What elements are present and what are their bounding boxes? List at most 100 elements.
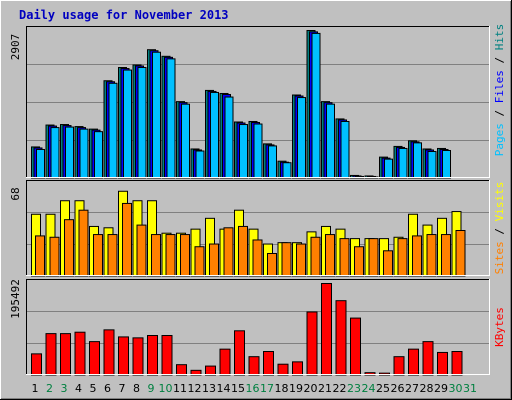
x-tick-day-27: 27 [405,382,419,395]
bar-kbytes-day-28 [422,341,434,376]
bar-pages-day-26 [398,147,408,179]
x-tick-day-24: 24 [362,382,376,395]
x-tick-day-28: 28 [420,382,434,395]
y-max-label: 68 [9,187,22,200]
bar-pages-day-15 [239,124,248,179]
bar-pages-day-6 [108,82,118,179]
bar-sites-day-24 [368,238,379,277]
bar-pages-day-17 [268,145,277,179]
bar-kbytes-day-17 [263,350,274,376]
bar-sites-day-17 [267,253,277,277]
x-tick-day-20: 20 [304,382,318,395]
x-tick-day-3: 3 [61,382,68,395]
x-tick-day-14: 14 [217,382,231,395]
legend-entry: / [493,221,506,241]
bar-sites-day-21 [325,234,335,277]
bar-sites-day-10 [165,234,176,277]
bar-kbytes-day-29 [437,351,448,376]
legend-entry: Pages [493,123,506,156]
bar-pages-day-28 [427,151,437,179]
bar-kbytes-day-14 [219,348,231,376]
bar-sites-day-16 [252,239,263,277]
bar-sites-day-9 [151,234,161,277]
bar-pages-day-19 [297,97,306,179]
x-tick-day-17: 17 [260,382,274,395]
bar-sites-day-12 [194,246,205,277]
x-tick-day-16: 16 [246,382,260,395]
bar-kbytes-day-9 [147,334,158,376]
bar-sites-day-20 [310,236,321,277]
bar-kbytes-day-20 [306,311,318,376]
bar-kbytes-day-10 [161,334,173,376]
bar-kbytes-day-13 [205,365,216,376]
x-tick-day-4: 4 [75,382,82,395]
bar-sites-day-18 [281,242,292,277]
x-tick-day-26: 26 [391,382,405,395]
chart-panel-2: 68 Sites / Visits [9,180,506,277]
bar-sites-day-13 [209,243,219,277]
y-max-label: 195492 [9,279,22,319]
bar-kbytes-day-3 [60,333,71,376]
bar-pages-day-27 [413,142,422,179]
x-tick-day-29: 29 [434,382,448,395]
x-tick-day-31: 31 [463,382,477,395]
bar-pages-day-8 [137,67,147,179]
panel-legend: Sites / Visits [493,182,506,275]
bar-kbytes-day-7 [118,336,129,376]
x-tick-day-12: 12 [188,382,202,395]
bar-sites-day-26 [397,238,408,277]
bar-pages-day-20 [311,32,321,179]
bar-sites-day-30 [455,230,466,277]
x-tick-day-15: 15 [231,382,245,395]
bar-sites-day-5 [93,234,103,277]
bar-sites-day-6 [107,234,118,277]
bar-pages-day-2 [50,127,60,179]
bar-sites-day-1 [35,235,45,277]
bar-kbytes-day-16 [248,356,260,376]
x-tick-day-19: 19 [289,382,303,395]
bar-kbytes-day-22 [335,300,347,376]
bar-sites-day-15 [238,225,248,277]
bar-pages-day-29 [442,149,451,179]
bar-sites-day-25 [383,250,393,277]
x-tick-day-7: 7 [119,382,126,395]
chart-title: Daily usage for November 2013 [19,8,229,22]
legend-entry: / [493,103,506,123]
bar-kbytes-day-4 [74,331,86,376]
bar-sites-day-19 [296,243,306,277]
x-tick-day-2: 2 [46,382,53,395]
bar-kbytes-day-6 [103,329,115,376]
legend-entry: KBytes [493,307,506,347]
bar-kbytes-day-30 [451,350,463,376]
chart-panel-3: 195492 KBytes [9,279,506,376]
x-tick-day-5: 5 [90,382,97,395]
bar-sites-day-11 [180,234,190,277]
bar-pages-day-22 [340,120,350,179]
x-tick-day-1: 1 [32,382,39,395]
bar-pages-day-14 [224,96,234,179]
chart-panels: 2907 Pages / Files / Hits 68 Sites / Visits… [9,24,506,376]
bar-sites-day-28 [426,234,437,277]
x-tick-day-10: 10 [159,382,173,395]
bar-kbytes-day-18 [277,363,289,376]
bar-sites-day-22 [339,238,350,277]
legend-entry: Hits [493,24,506,51]
bar-kbytes-day-15 [234,330,245,376]
panel-legend: Pages / Files / Hits [493,24,506,157]
bar-pages-day-10 [166,58,176,179]
bar-kbytes-day-21 [321,283,332,376]
bar-pages-day-5 [94,131,103,179]
bar-pages-day-25 [384,158,393,179]
x-tick-day-23: 23 [347,382,361,395]
legend-entry: Visits [493,182,506,222]
bar-pages-day-9 [152,51,161,179]
bar-pages-day-11 [181,103,190,179]
x-tick-day-8: 8 [133,382,140,395]
x-tick-day-13: 13 [202,382,216,395]
bar-pages-day-13 [210,91,219,179]
bar-sites-day-29 [441,234,451,277]
bar-pages-day-1 [36,148,45,179]
bar-sites-day-4 [78,209,89,277]
bar-sites-day-14 [223,227,234,277]
